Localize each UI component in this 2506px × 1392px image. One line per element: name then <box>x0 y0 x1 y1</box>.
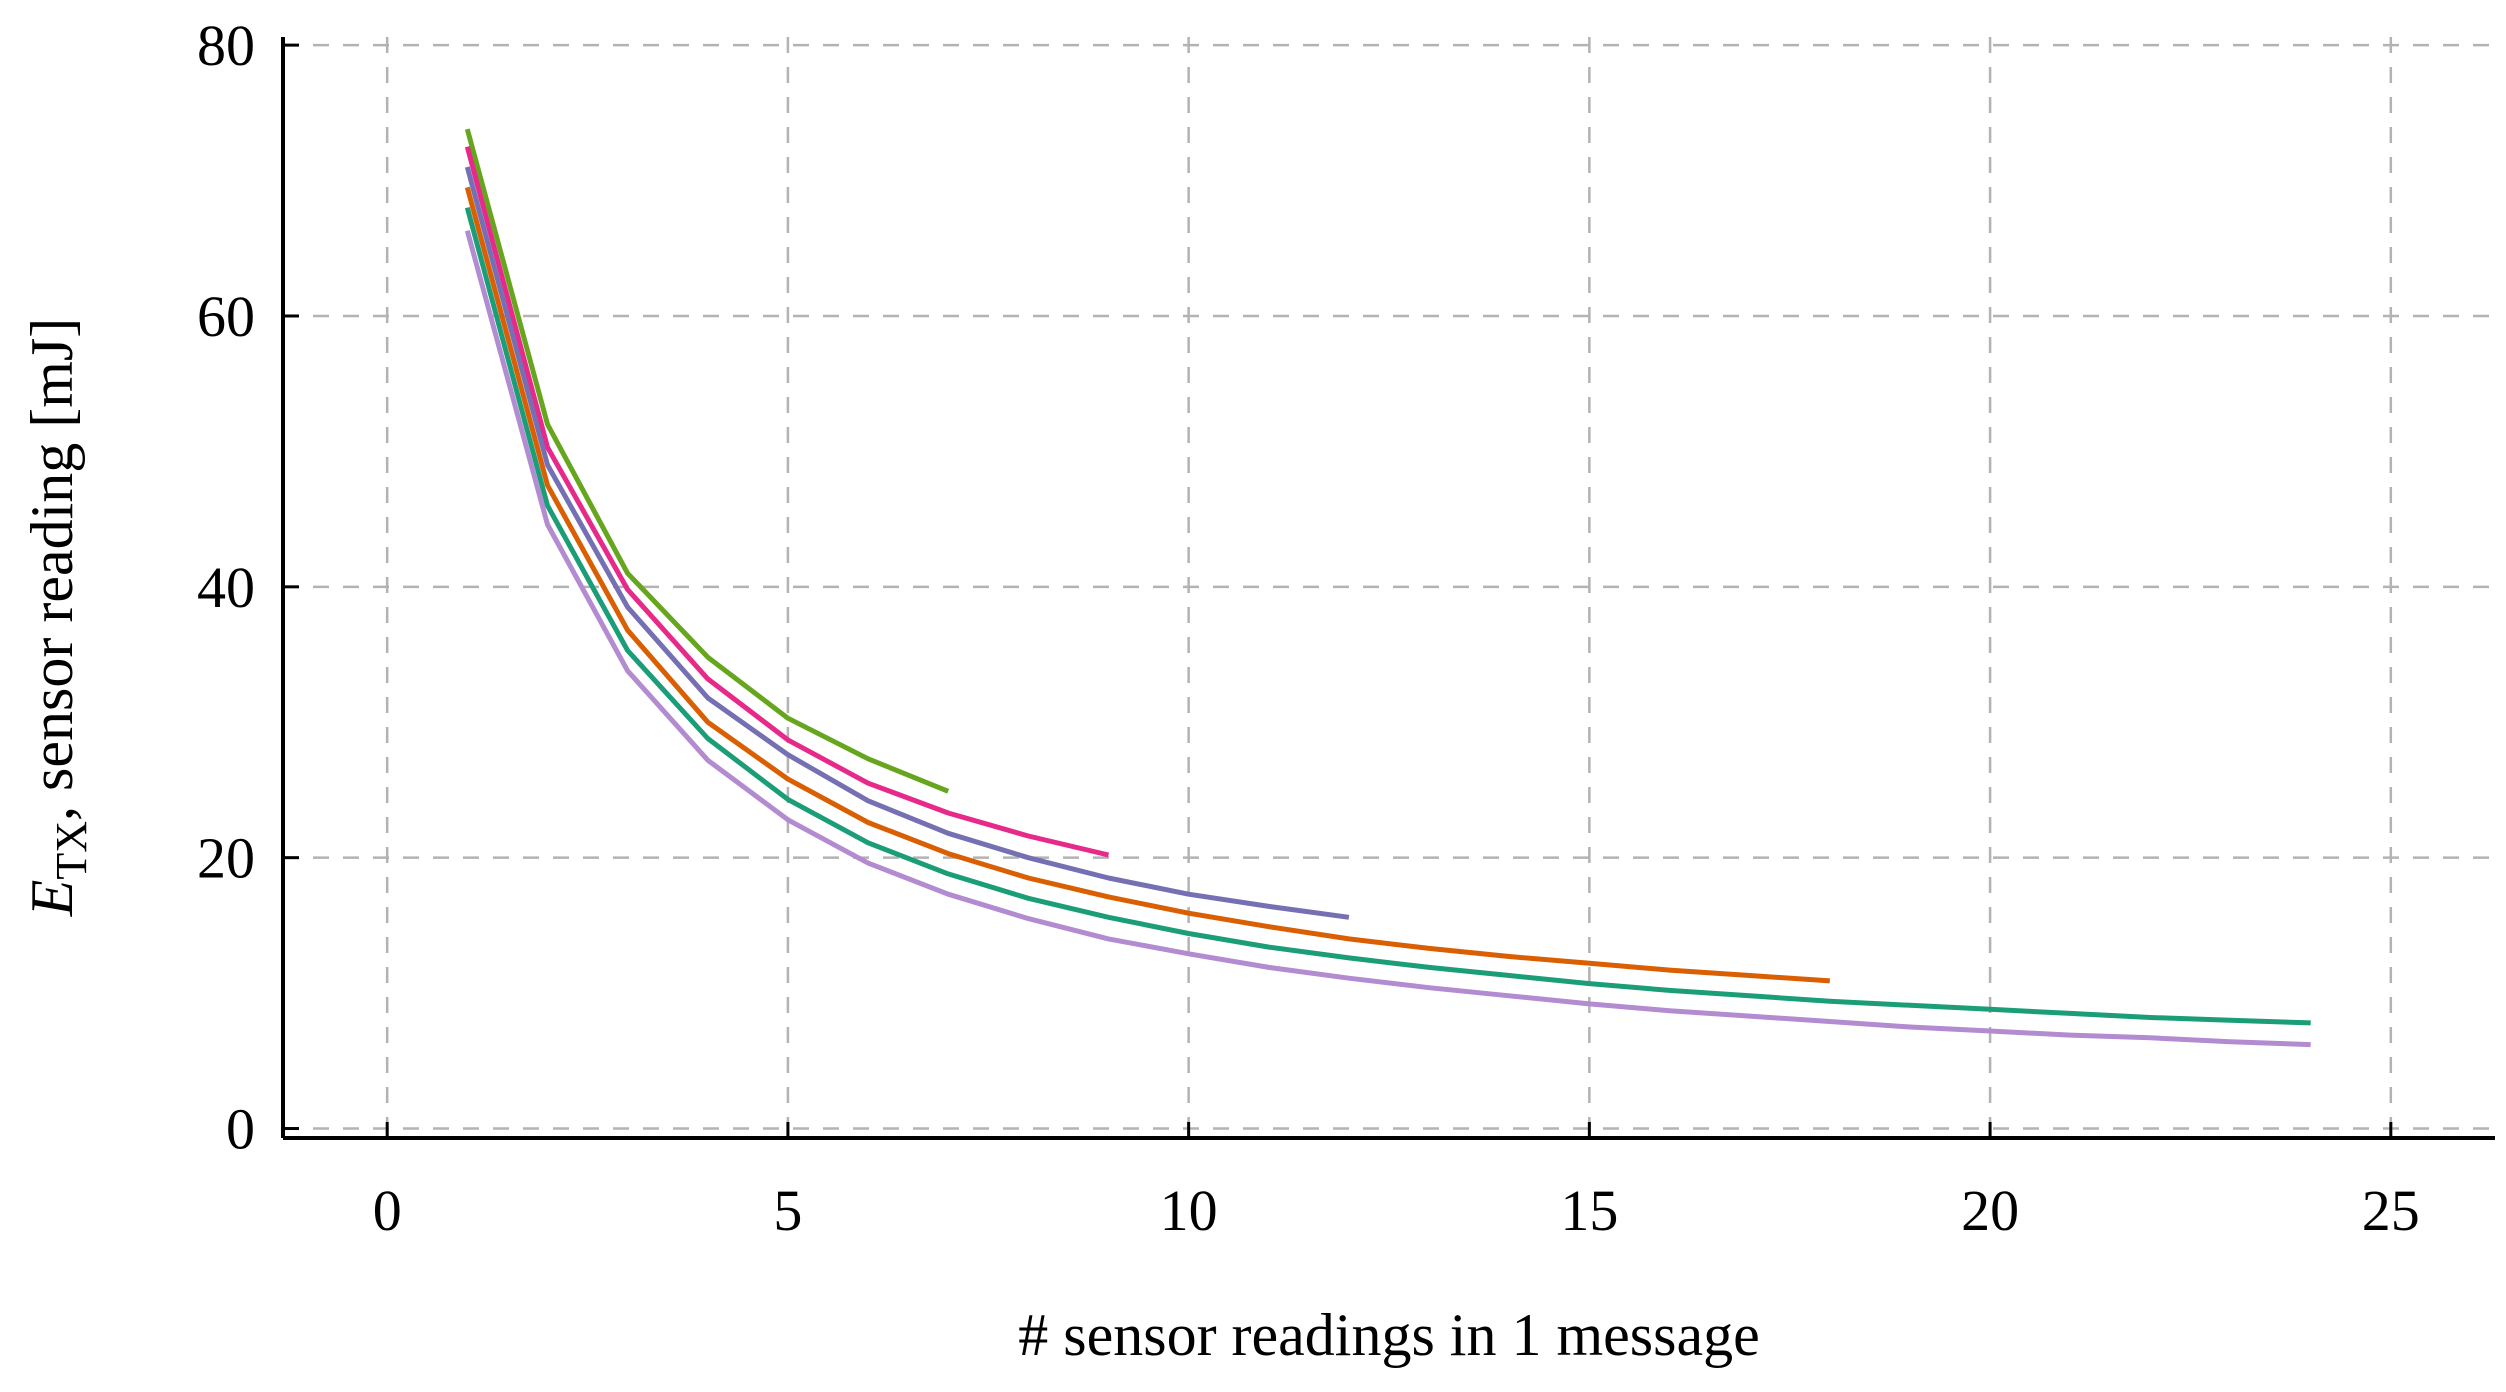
x-tick-label: 5 <box>773 1178 802 1243</box>
x-tick-label: 10 <box>1160 1178 1218 1243</box>
series-line-6 <box>464 230 2311 1048</box>
ticks: 0 5 10 15 20 25 0 20 40 60 80 <box>197 13 2420 1243</box>
series-line-1 <box>464 128 950 794</box>
series-line-3 <box>464 166 1350 920</box>
y-tick-label: 0 <box>226 1097 255 1162</box>
series-line-4 <box>464 186 1830 984</box>
grid <box>283 37 2495 1138</box>
x-tick-label: 25 <box>2362 1178 2420 1243</box>
x-axis-title: # sensor readings in 1 message <box>1018 1302 1760 1368</box>
x-tick-label: 15 <box>1560 1178 1618 1243</box>
series-group <box>464 128 2311 1048</box>
y-tick-label: 20 <box>197 826 255 891</box>
x-tick-label: 0 <box>373 1178 402 1243</box>
series-line-2 <box>464 146 1110 858</box>
y-axis-title: ETX, sensor reading [mJ] <box>19 318 96 918</box>
y-tick-label: 80 <box>197 13 255 78</box>
x-tick-label: 20 <box>1961 1178 2019 1243</box>
series-line-5 <box>464 206 2311 1026</box>
y-tick-label: 40 <box>197 555 255 620</box>
y-tick-label: 60 <box>197 284 255 349</box>
